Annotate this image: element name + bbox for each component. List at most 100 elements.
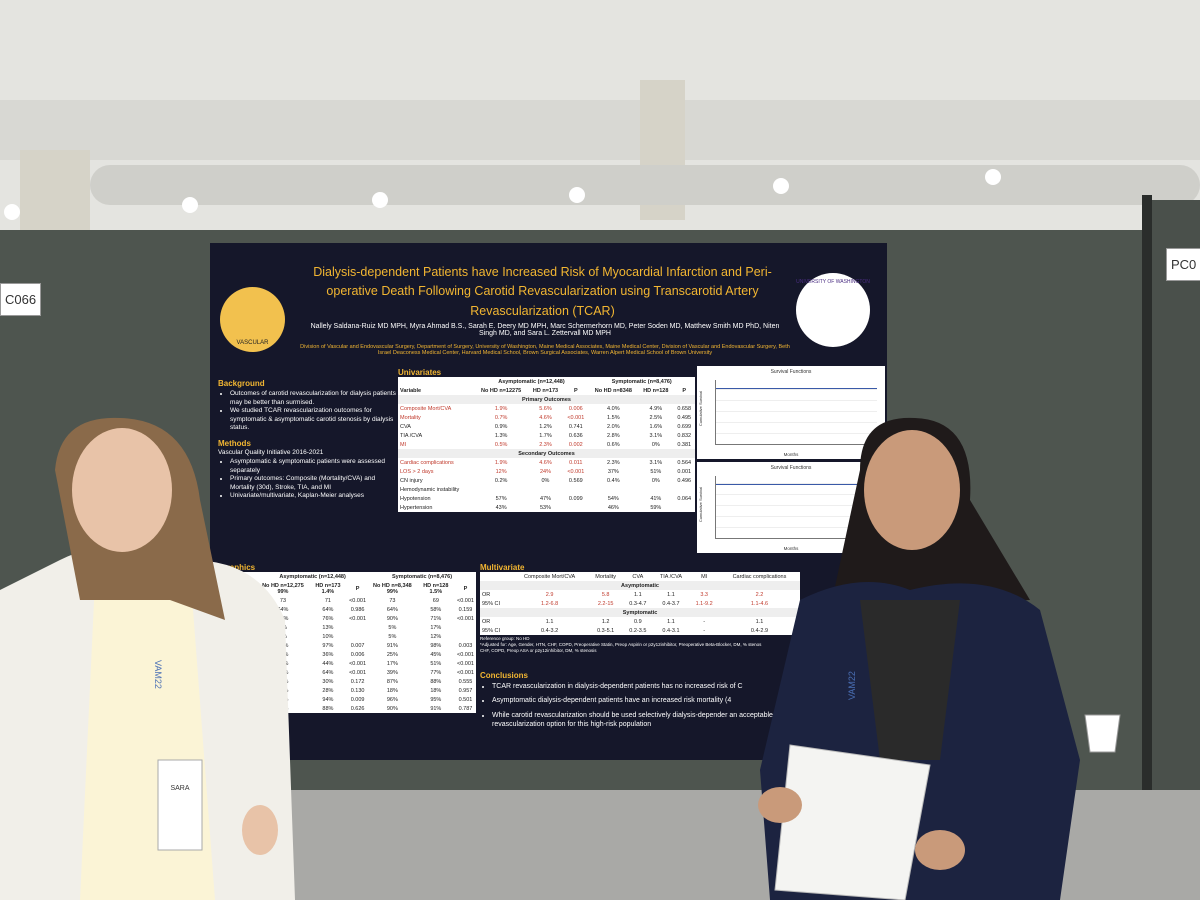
cell: 36% [322,651,334,658]
cell: 51% [430,660,442,667]
cell: 4% [278,624,287,631]
cell: <0.001 [567,468,585,475]
column-header: MI [701,573,708,580]
cell: 90% [386,705,398,712]
authors: Nallely Saldana-Ruiz MD MPH, Myra Ahmad … [310,323,780,337]
cell: 0.006 [568,405,583,412]
bullet: Primary outcomes: Composite (Mortality/C… [230,475,396,492]
cell: <0.001 [456,669,474,676]
table-row: Male 64% 64% 0.986 64% 58% 0.159 [232,605,476,614]
conclusions: Conclusions TCAR revascularization in dia… [480,671,800,734]
cell: 91% [386,642,398,649]
section-title: Secondary Outcomes [398,449,695,458]
column-header: No HD n=12,275 99% [262,582,304,595]
cell [480,572,511,581]
cell: <0.001 [456,660,474,667]
cell: 0% [651,441,660,448]
plot-area [715,476,877,539]
cell [563,503,588,512]
cell: 98% [430,642,442,649]
cell: 25% [386,651,398,658]
cell: 4.9% [649,405,663,412]
methods-intro: Vascular Quality Initiative 2016-2021 [218,448,324,456]
cell: TIA /CVA [400,432,423,439]
axis-label: Cumulative Survival [698,486,704,523]
group-header: Asymptomatic (n=12,448) [279,573,346,580]
cell [638,485,673,494]
table-row: CVA 0.9% 1.2% 0.741 2.0% 1.6% 0.699 [398,422,695,431]
bullet-list: Outcomes of carotid revascularization fo… [218,390,396,432]
column-header: No HD n=12275 [481,387,522,394]
section-heading: Multivariate [480,563,525,572]
cell: Hypertension [400,504,433,511]
cell: 64% [277,606,289,613]
cell: 3.1% [649,459,663,466]
cell: 2.2 [755,591,764,598]
table-row: 27% 36% 0.006 25% 45% <0.001 [232,650,476,659]
cell: 37% [277,669,289,676]
cell [232,641,257,650]
cell: 97% [277,696,289,703]
column-header: HD n=173 [532,387,559,394]
cell: 97% [322,642,334,649]
logo-left: VASCULAR [220,287,285,352]
column-header: Mortality [595,573,617,580]
cell: 0.658 [677,405,692,412]
table-row: 97% 94% 0.009 96% 95% 0.501 [232,695,476,704]
cell: 0.006 [350,651,365,658]
cell: 3.1% [649,432,663,439]
bullet: TCAR revascularization in dialysis-depen… [492,682,800,691]
cell: 0.2% [494,477,508,484]
cell: 17% [430,624,442,631]
cell: ite [234,615,240,622]
cell: 1.5% [607,414,620,421]
section-heading: Methods [218,438,251,448]
cell: 5% [388,624,397,631]
cell: 2.5% [649,414,663,421]
section-row: Primary Outcomes [398,395,695,404]
cell: 18% [430,687,442,694]
table-row: 37% 64% <0.001 39% 77% <0.001 [232,668,476,677]
section-heading: Conclusions [480,671,529,680]
cell [673,503,695,512]
column-header: Cardiac complications [732,573,787,580]
cell: 1.1 [667,591,675,598]
cell: 1.1-9.2 [695,600,713,607]
table-row: 95% CI 1.2-6.8 2.2-15 0.3-4.7 0.4-3.7 1.1-9.2… [480,599,800,608]
table-row: 25% 30% 0.172 87% 88% 0.555 [232,677,476,686]
cell: 59% [650,504,662,511]
cell: 27% [277,651,289,658]
cell: 0.9% [494,423,508,430]
cell: 71 [324,597,331,604]
booth-label: C066 [0,283,42,316]
section-row: Symptomatic [480,608,800,617]
group-header: Symptomatic (n=8,476) [611,378,672,385]
cell: 24% [539,468,551,475]
cell: 88% [322,705,334,712]
table-row: OR 2.9 5.8 1.1 1.1 3.3 2.2 [480,590,800,599]
cell [232,632,257,641]
cell: 1.1 [545,618,554,625]
cell: OR [482,618,491,625]
cell: 0.5% [494,441,508,448]
bullet: Univariate/multivariate, Kaplan-Meier an… [230,492,396,500]
cell: 12% [430,633,442,640]
cell: LOS > 2 days [400,468,434,475]
cell: CN injury [400,477,423,484]
cell: 25% [277,678,289,685]
cell: 0.832 [677,432,692,439]
cell [347,632,368,641]
cell [232,695,257,704]
cell: 71% [430,615,442,622]
cell [455,623,476,632]
cell [398,377,474,386]
bullet-list: TCAR revascularization in dialysis-depen… [480,682,800,728]
table-row: MI 0.5% 2.3% 0.002 0.6% 0% 0.381 [398,440,695,449]
cell: 2.3% [539,441,552,448]
cell [474,485,527,494]
cell: 0.3-5.1 [597,627,615,634]
cell [232,686,257,695]
cell: 44% [322,660,334,667]
bullet-list: Asymptomatic & symptomatic patients were… [218,458,396,500]
